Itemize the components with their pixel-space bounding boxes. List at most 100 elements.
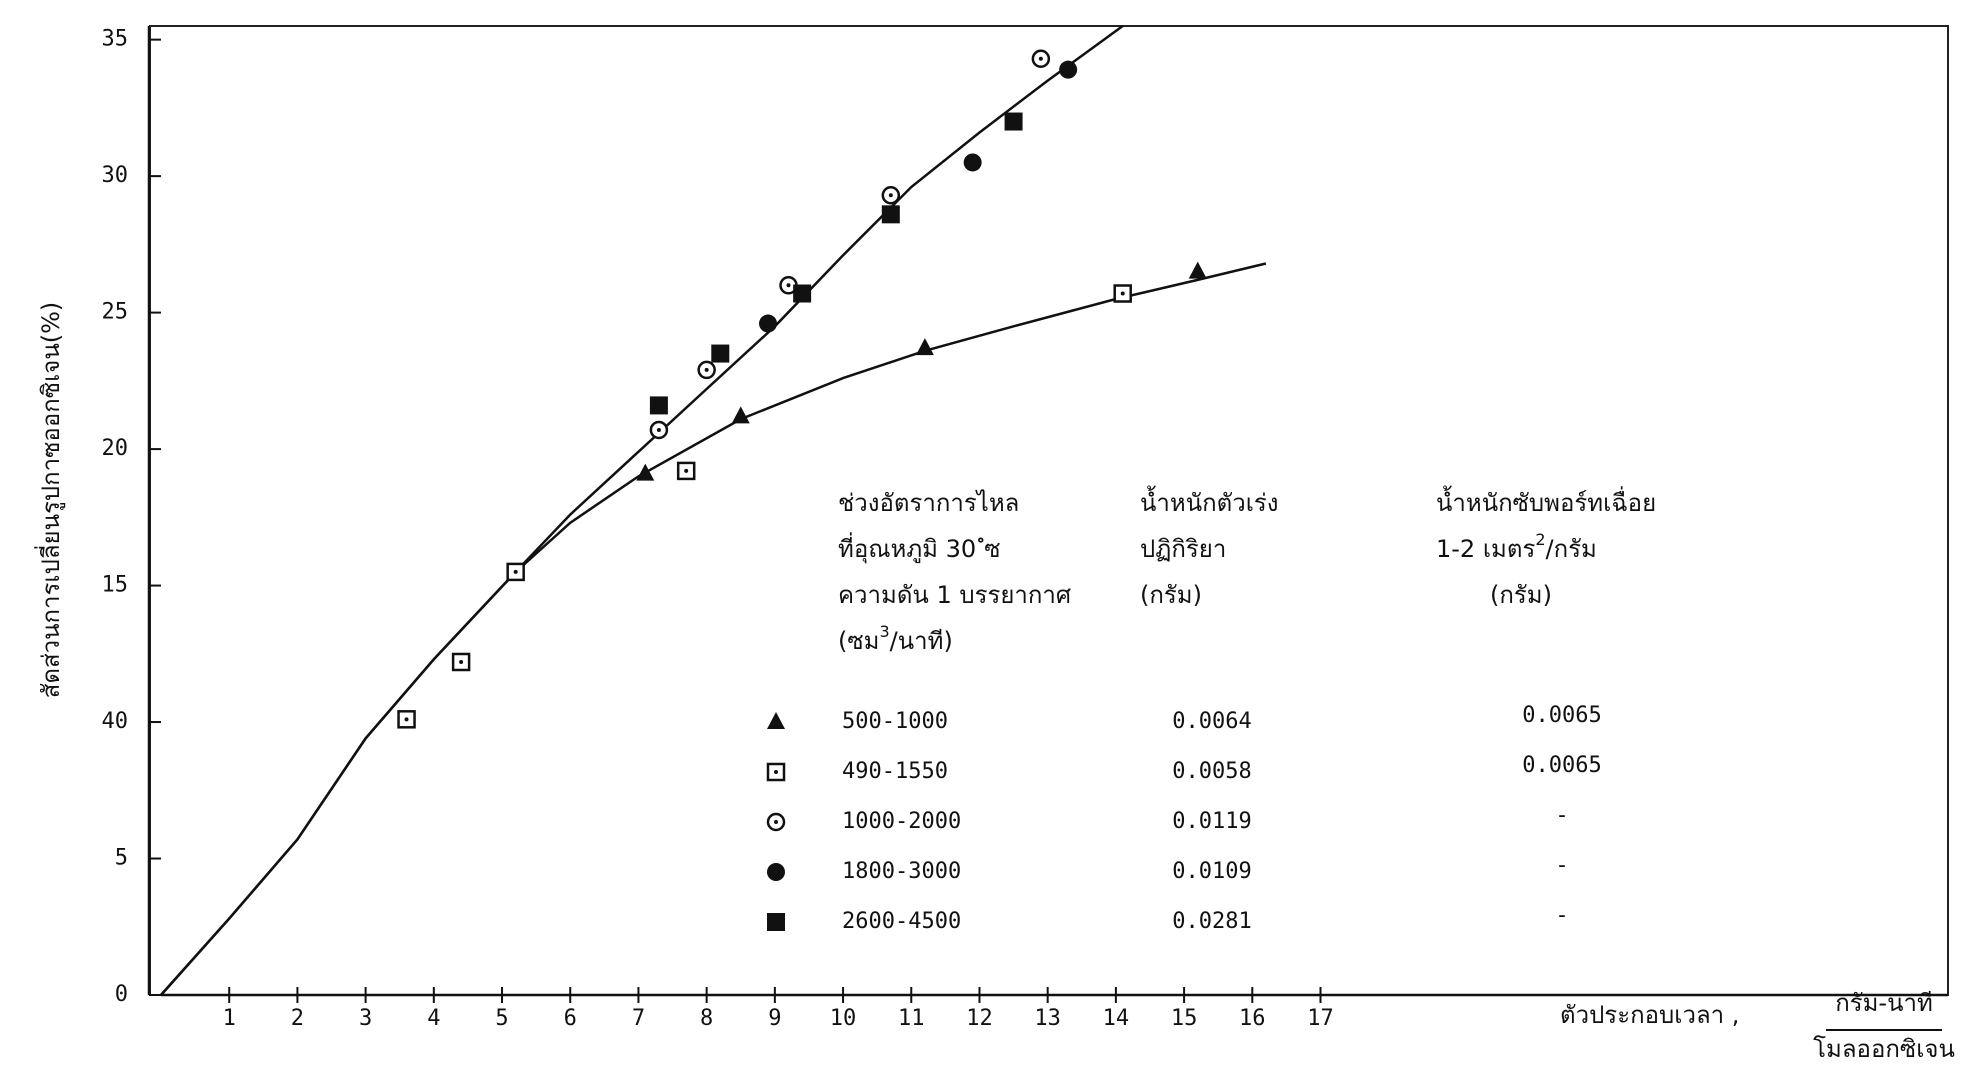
chart: สัดส่วนการเปลี่ยนรูปกาซออกซิเจน(%) ตัวปร…	[0, 0, 1966, 1067]
legend-catalyst: 0.0109	[1172, 859, 1251, 884]
unit-superscript: 3	[879, 622, 889, 641]
legend-header-unit: (ซม3/นาที)	[838, 622, 953, 656]
legend-catalyst: 0.0064	[1172, 709, 1251, 734]
x-tick-label: 2	[291, 1006, 304, 1031]
legend-label: 2600-4500	[842, 909, 961, 934]
legend-header: ปฏิกิริยา	[1140, 535, 1226, 563]
legend-header: ที่อุณหภูมิ 30 ํซ	[838, 532, 1001, 564]
marker-dot	[1121, 291, 1125, 295]
unit-text: 1-2 เมตร	[1436, 535, 1535, 563]
legend-catalyst: 0.0058	[1172, 759, 1251, 784]
y-tick-label: 20	[102, 436, 129, 461]
marker-shape	[711, 345, 729, 363]
marker-square-open	[399, 711, 415, 727]
marker-circle	[964, 153, 982, 171]
marker-circle-open	[1033, 51, 1049, 67]
marker-shape	[759, 315, 777, 333]
marker-dot	[786, 283, 790, 287]
y-axis-label: สัดส่วนการเปลี่ยนรูปกาซออกซิเจน(%)	[34, 302, 66, 699]
legend-marker	[768, 814, 784, 830]
x-tick-label: 12	[966, 1006, 993, 1031]
legend-header: ความดัน 1 บรรยากาศ	[838, 581, 1071, 609]
marker-shape	[882, 205, 900, 223]
marker-shape	[767, 712, 785, 729]
legend-catalyst: 0.0281	[1172, 909, 1251, 934]
marker-shape	[650, 396, 668, 414]
y-tick-label: 30	[102, 163, 129, 188]
y-tick-label: 15	[102, 573, 129, 598]
marker-shape	[732, 406, 750, 423]
marker-square	[793, 284, 811, 302]
marker-shape	[916, 338, 934, 355]
x-tick-label: 13	[1034, 1006, 1061, 1031]
legend-catalyst: 0.0119	[1172, 809, 1251, 834]
marker-square	[1005, 113, 1023, 131]
y-tick-label: 5	[115, 846, 128, 871]
legend-header-unit: 1-2 เมตร2/กรัม	[1436, 530, 1597, 564]
x-tick-label: 7	[632, 1006, 645, 1031]
x-tick-label: 15	[1171, 1006, 1198, 1031]
marker-shape	[636, 464, 654, 481]
marker-shape	[767, 913, 785, 931]
marker-shape	[1189, 262, 1207, 279]
marker-triangle	[636, 464, 654, 481]
marker-dot	[405, 717, 409, 721]
x-tick-label: 4	[427, 1006, 440, 1031]
legend-label: 500-1000	[842, 709, 948, 734]
marker-dot	[684, 469, 688, 473]
legend-label: 490-1550	[842, 759, 948, 784]
x-tick-label: 10	[830, 1006, 857, 1031]
marker-circle-open	[651, 422, 667, 438]
y-tick-label: 35	[102, 27, 129, 52]
marker-dot	[889, 193, 893, 197]
marker-triangle	[916, 338, 934, 355]
legend-marker	[767, 712, 785, 729]
marker-square-open	[1115, 285, 1131, 301]
marker-dot	[705, 368, 709, 372]
unit-text: /กรัม	[1546, 535, 1597, 563]
legend-support: -	[1555, 853, 1568, 878]
marker-shape	[1059, 61, 1077, 79]
marker-square-open	[508, 564, 524, 580]
marker-square	[650, 396, 668, 414]
legend-support: -	[1555, 903, 1568, 928]
legend-label: 1800-3000	[842, 859, 961, 884]
marker-circle-open	[699, 362, 715, 378]
legend-header: (กรัม)	[1140, 581, 1202, 609]
marker-shape	[1005, 113, 1023, 131]
legend-support: 0.0065	[1522, 703, 1601, 728]
marker-square	[882, 205, 900, 223]
marker-shape	[767, 863, 785, 881]
unit-text: /นาที)	[890, 627, 953, 655]
x-unit-numerator: กรัม-นาที	[1835, 989, 1933, 1017]
y-tick-label: 40	[102, 709, 129, 734]
marker-circle-open	[883, 187, 899, 203]
marker-dot	[774, 770, 778, 774]
marker-triangle	[1189, 262, 1207, 279]
x-tick-label: 1	[223, 1006, 236, 1031]
marker-shape	[964, 153, 982, 171]
legend-support: -	[1555, 803, 1568, 828]
marker-square-open	[678, 463, 694, 479]
marker-shape	[793, 284, 811, 302]
marker-dot	[657, 428, 661, 432]
legend-support: 0.0065	[1522, 753, 1601, 778]
x-tick-label: 17	[1307, 1006, 1334, 1031]
unit-superscript: 2	[1535, 530, 1545, 549]
y-tick-label: 25	[102, 300, 129, 325]
marker-square-open	[453, 654, 469, 670]
x-tick-label: 14	[1103, 1006, 1130, 1031]
x-tick-label: 5	[495, 1006, 508, 1031]
legend-marker	[767, 913, 785, 931]
x-tick-label: 8	[700, 1006, 713, 1031]
marker-square	[711, 345, 729, 363]
legend-header: น้ำหนักซับพอร์ทเฉื่อย	[1436, 485, 1656, 517]
marker-triangle	[732, 406, 750, 423]
legend-header: (กรัม)	[1490, 581, 1552, 609]
legend-marker	[767, 863, 785, 881]
marker-circle	[1059, 61, 1077, 79]
marker-dot	[1039, 57, 1043, 61]
marker-dot	[459, 660, 463, 664]
legend-marker	[768, 764, 784, 780]
x-tick-label: 11	[898, 1006, 925, 1031]
